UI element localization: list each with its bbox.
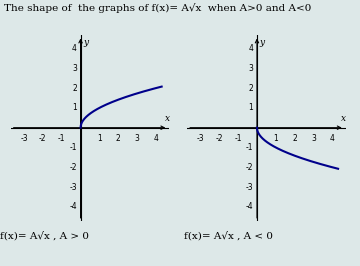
Text: 2: 2	[248, 84, 253, 93]
Text: 1: 1	[274, 134, 278, 143]
Text: -3: -3	[246, 182, 253, 192]
Text: 2: 2	[116, 134, 121, 143]
Text: -2: -2	[216, 134, 223, 143]
Text: -2: -2	[39, 134, 46, 143]
Text: x: x	[341, 114, 346, 123]
Text: 1: 1	[97, 134, 102, 143]
Text: 3: 3	[248, 64, 253, 73]
Text: -1: -1	[234, 134, 242, 143]
Text: 4: 4	[154, 134, 158, 143]
Text: -4: -4	[246, 202, 253, 211]
Text: y: y	[260, 38, 265, 47]
Text: 1: 1	[72, 103, 77, 112]
Text: f(x)= A√x , A < 0: f(x)= A√x , A < 0	[184, 231, 273, 241]
Text: -3: -3	[69, 182, 77, 192]
Text: 3: 3	[311, 134, 316, 143]
Text: -2: -2	[246, 163, 253, 172]
Text: 3: 3	[72, 64, 77, 73]
Text: 4: 4	[72, 44, 77, 53]
Text: -1: -1	[246, 143, 253, 152]
Text: x: x	[165, 114, 170, 123]
Text: -3: -3	[20, 134, 28, 143]
Text: 1: 1	[248, 103, 253, 112]
Text: f(x)= A√x , A > 0: f(x)= A√x , A > 0	[0, 231, 90, 241]
Text: -1: -1	[69, 143, 77, 152]
Text: 4: 4	[330, 134, 335, 143]
Text: The shape of  the graphs of f(x)= A√x  when A>0 and A<0: The shape of the graphs of f(x)= A√x whe…	[4, 3, 311, 13]
Text: -4: -4	[69, 202, 77, 211]
Text: -3: -3	[197, 134, 204, 143]
Text: 2: 2	[292, 134, 297, 143]
Text: 4: 4	[248, 44, 253, 53]
Text: 2: 2	[72, 84, 77, 93]
Text: y: y	[84, 38, 89, 47]
Text: 3: 3	[135, 134, 140, 143]
Text: -2: -2	[69, 163, 77, 172]
Text: -1: -1	[58, 134, 66, 143]
